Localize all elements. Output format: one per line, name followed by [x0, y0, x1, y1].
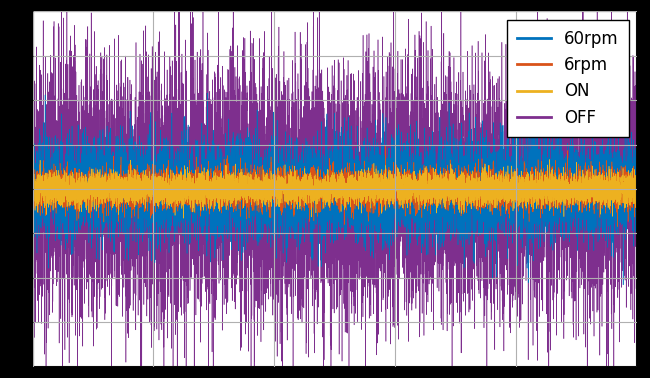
ON: [65, 189, 73, 193]
ON: [31, 179, 39, 184]
ON: [54, 194, 62, 198]
60rpm: [324, 171, 332, 176]
OFF: [54, 188, 62, 193]
6rpm: [65, 184, 73, 189]
OFF: [31, 180, 39, 184]
6rpm: [29, 194, 36, 198]
6rpm: [147, 187, 155, 191]
Line: 6rpm: 6rpm: [32, 145, 637, 227]
6rpm: [633, 203, 641, 207]
6rpm: [382, 143, 389, 147]
OFF: [633, 164, 641, 169]
ON: [324, 195, 332, 200]
Legend: 60rpm, 6rpm, ON, OFF: 60rpm, 6rpm, ON, OFF: [508, 20, 629, 137]
60rpm: [54, 179, 62, 183]
60rpm: [31, 204, 39, 209]
OFF: [324, 127, 332, 131]
Line: 60rpm: 60rpm: [32, 93, 637, 285]
60rpm: [65, 198, 73, 202]
Line: ON: ON: [32, 160, 637, 218]
ON: [633, 189, 641, 193]
OFF: [147, 237, 155, 242]
60rpm: [601, 177, 609, 181]
60rpm: [633, 171, 641, 175]
ON: [545, 157, 553, 162]
6rpm: [31, 186, 39, 190]
ON: [29, 184, 36, 189]
6rpm: [54, 187, 62, 191]
OFF: [65, 186, 73, 190]
6rpm: [614, 225, 621, 229]
Line: OFF: OFF: [32, 0, 637, 378]
ON: [601, 181, 609, 186]
6rpm: [601, 197, 609, 201]
ON: [147, 188, 155, 193]
OFF: [601, 114, 609, 118]
60rpm: [203, 91, 211, 95]
OFF: [29, 310, 36, 314]
60rpm: [619, 282, 627, 287]
6rpm: [324, 174, 332, 178]
60rpm: [147, 188, 155, 193]
ON: [179, 216, 187, 220]
60rpm: [29, 175, 36, 179]
